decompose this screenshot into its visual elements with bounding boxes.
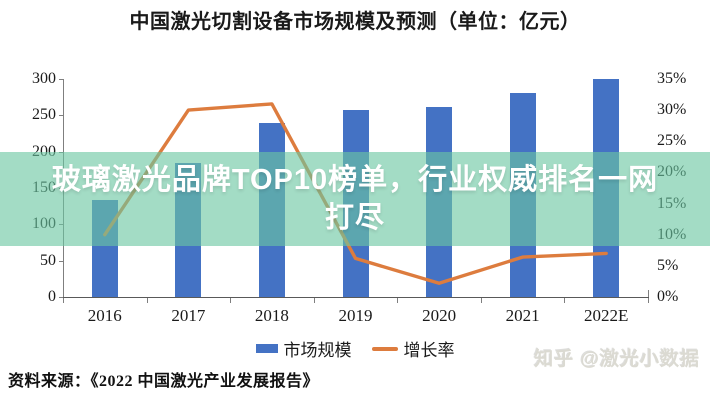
chart-title: 中国激光切割设备市场规模及预测（单位：亿元） xyxy=(129,11,581,33)
left-axis-tick xyxy=(59,115,63,116)
right-axis-tick-label: 25% xyxy=(657,132,687,150)
x-axis-tick xyxy=(481,298,482,303)
x-axis-label-2019: 2019 xyxy=(338,306,373,325)
right-axis-tick-label: 0% xyxy=(657,288,679,305)
x-axis-label-2020: 2020 xyxy=(422,306,457,325)
x-axis-tick xyxy=(63,298,64,303)
x-axis-label-2017: 2017 xyxy=(171,306,206,325)
x-axis-line xyxy=(63,297,649,298)
left-axis-tick xyxy=(59,79,63,80)
right-axis-tick-label: 5% xyxy=(657,256,679,274)
legend-item-market-size: 市场规模 xyxy=(255,336,352,361)
x-axis-label-2021: 2021 xyxy=(505,306,540,325)
left-axis-tick xyxy=(59,297,63,298)
watermark: 知乎 @激光小数据 xyxy=(534,349,700,370)
x-axis-tick xyxy=(314,298,315,303)
left-axis-tick-label: 50 xyxy=(40,251,56,269)
left-axis-tick-label: 0 xyxy=(48,288,56,305)
legend-bar-swatch-icon xyxy=(255,344,278,353)
left-axis-tick-label: 300 xyxy=(32,70,56,87)
banner-text-line2: 打尽 xyxy=(324,202,385,234)
x-axis-tick xyxy=(230,298,231,303)
x-axis-tick xyxy=(564,298,565,303)
right-axis-tick-label: 30% xyxy=(657,101,687,119)
growth-rate-line xyxy=(103,102,608,286)
x-axis-tick xyxy=(147,298,148,303)
legend-item-growth-rate: 增长率 xyxy=(371,336,455,361)
right-axis-tick xyxy=(648,290,649,297)
legend: 市场规模 增长率 xyxy=(0,336,710,361)
promo-banner-overlay: 玻璃激光品牌TOP10榜单，行业权威排名一网 打尽 xyxy=(0,152,710,246)
left-axis-tick-label: 250 xyxy=(32,106,56,124)
right-axis-tick-label: 35% xyxy=(657,70,687,87)
x-axis-label-2018: 2018 xyxy=(254,306,289,325)
x-axis-tick xyxy=(397,298,398,303)
left-axis-tick xyxy=(59,261,63,262)
x-axis-label-2022E: 2022E xyxy=(584,306,629,325)
legend-label: 增长率 xyxy=(403,341,455,360)
source-note: 资料来源：《2022 中国激光产业发展报告》 xyxy=(8,373,320,390)
legend-line-swatch-icon xyxy=(371,346,398,351)
banner-text-line1: 玻璃激光品牌TOP10榜单，行业权威排名一网 xyxy=(51,164,659,196)
x-axis-label-2016: 2016 xyxy=(87,306,122,325)
legend-label: 市场规模 xyxy=(283,341,352,360)
x-axis-tick xyxy=(648,298,649,303)
